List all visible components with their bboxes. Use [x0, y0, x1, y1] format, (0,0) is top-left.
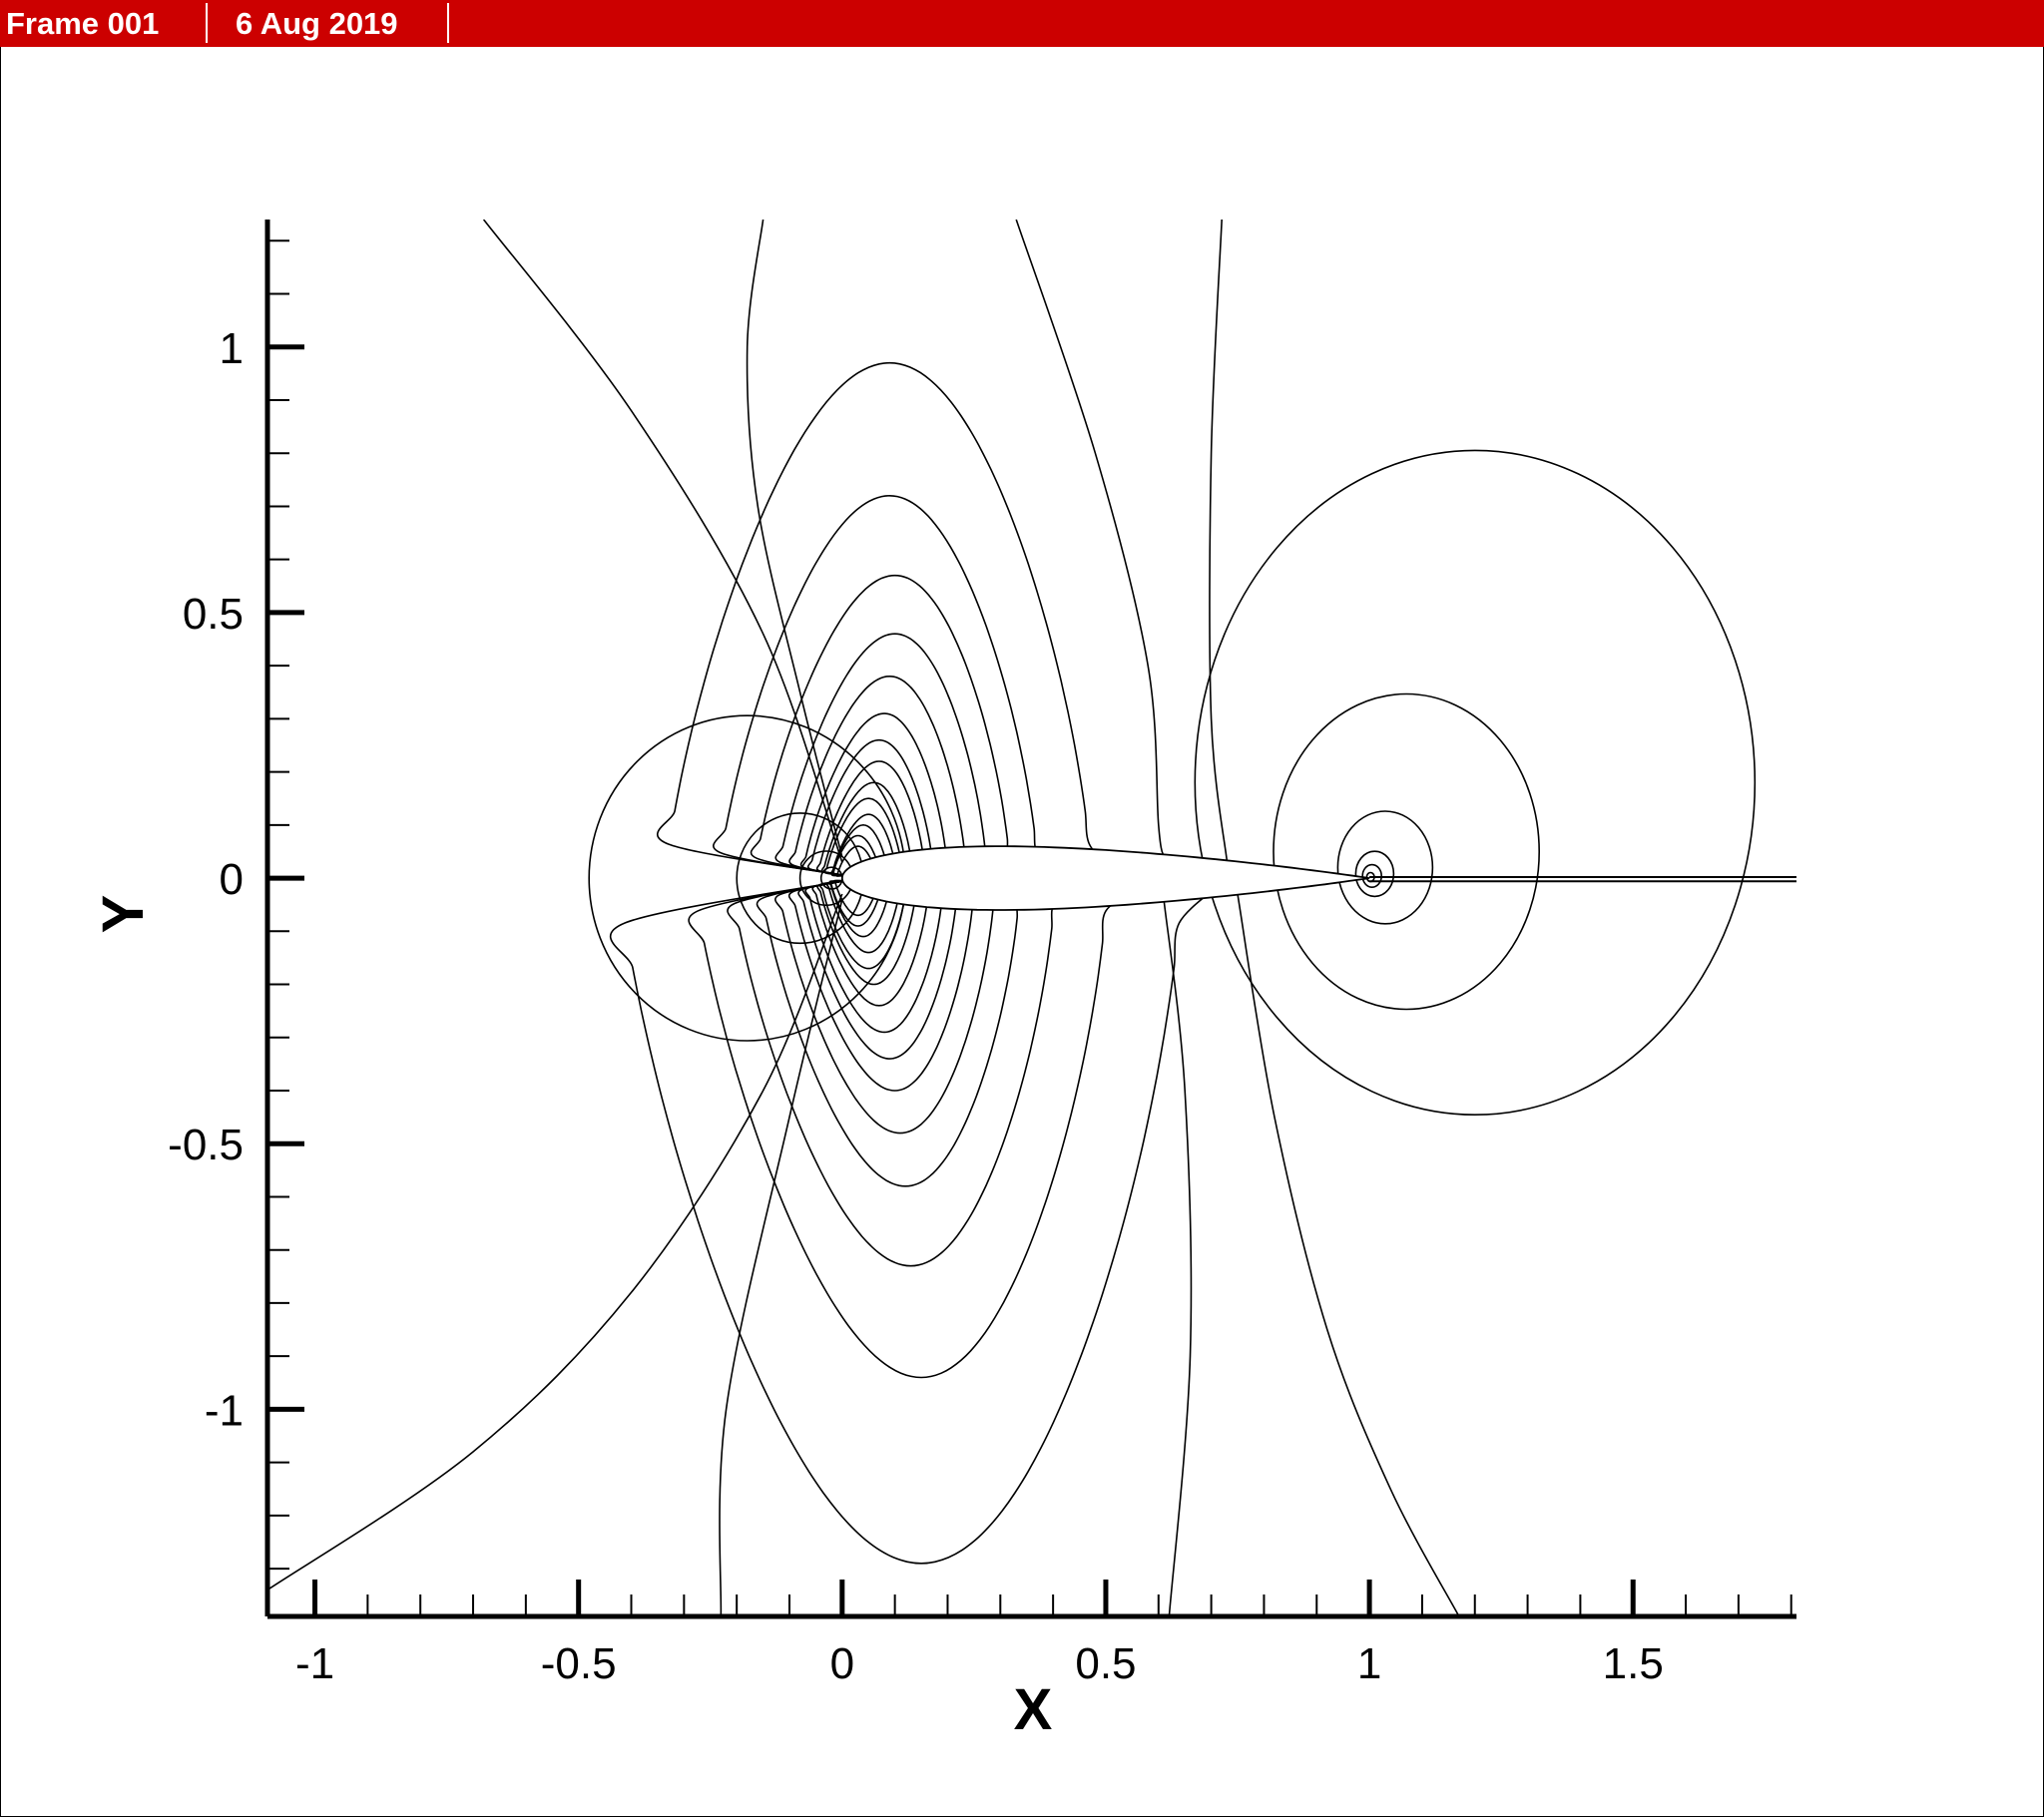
contour-line: [787, 879, 991, 1092]
contour-line: [688, 879, 1138, 1379]
contour-line: [788, 675, 982, 877]
contour-lines: [267, 220, 1796, 1616]
airfoil-body: [840, 845, 1370, 911]
x-axis-label: X: [1014, 1677, 1053, 1742]
header-separator: [206, 3, 208, 43]
contour-line: [1015, 220, 1165, 857]
contour-line: [797, 879, 973, 1060]
contour-line: [774, 879, 1015, 1135]
date-label: 6 Aug 2019: [236, 6, 398, 41]
contour-line: [816, 879, 926, 986]
frame-header-bar: Frame 001 6 Aug 2019: [0, 0, 2044, 47]
header-separator: [447, 3, 449, 43]
contour-line: [1163, 899, 1193, 1616]
contour-line: [1209, 220, 1229, 863]
x-tick-label: -0.5: [541, 1639, 617, 1688]
contour-line: [746, 220, 843, 857]
contour-line: [1336, 810, 1434, 925]
contour-line: [482, 220, 843, 863]
axes: -1 -0.5 0 0.5 1 1.5 -1 -0.5 0 0.5 1: [168, 220, 1796, 1688]
contour-line: [267, 893, 843, 1591]
contour-line: [830, 813, 903, 877]
contour-line: [1194, 449, 1757, 1116]
contour-line: [1273, 692, 1541, 1011]
contour-line: [815, 760, 936, 877]
contour-line: [828, 879, 896, 938]
x-tick-label: 0.5: [1075, 1639, 1136, 1688]
y-tick-label: 0.5: [183, 590, 244, 639]
x-tick-label: 1: [1357, 1639, 1381, 1688]
frame-label: Frame 001: [6, 6, 160, 41]
y-axis-label: Y: [91, 895, 156, 934]
y-tick-label: -1: [205, 1386, 244, 1435]
contour-line: [806, 738, 945, 877]
contour-line: [1237, 893, 1460, 1616]
y-tick-label: 1: [220, 324, 244, 373]
contour-line: [657, 361, 1113, 877]
x-tick-label: -1: [295, 1639, 334, 1688]
contour-line: [1354, 850, 1395, 898]
contour-line: [756, 879, 1042, 1187]
x-tick-label: 0: [830, 1639, 854, 1688]
x-tick-label: 1.5: [1603, 1639, 1664, 1688]
contour-line: [820, 781, 922, 877]
y-tick-label: 0: [220, 855, 244, 904]
contour-line: [1361, 863, 1382, 889]
contour-line: [799, 712, 961, 877]
contour-line: [727, 879, 1081, 1267]
contour-line: [609, 879, 1216, 1565]
contour-line: [713, 494, 1057, 877]
contour-line: [719, 899, 843, 1616]
y-tick-label: -0.5: [168, 1121, 244, 1169]
contour-line: [750, 574, 1029, 877]
